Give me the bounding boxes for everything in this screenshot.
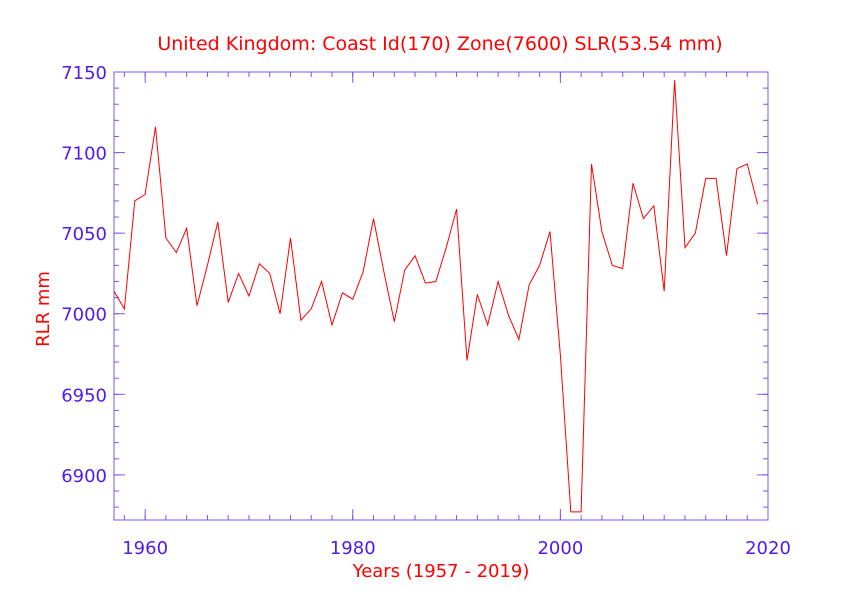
data-point bbox=[529, 284, 530, 285]
data-point bbox=[674, 80, 675, 81]
data-point bbox=[549, 231, 550, 232]
data-point bbox=[331, 324, 332, 325]
data-point bbox=[404, 270, 405, 271]
y-tick-label: 7000 bbox=[61, 305, 107, 326]
data-point bbox=[217, 221, 218, 222]
series-line bbox=[113, 80, 759, 513]
data-point bbox=[653, 205, 654, 206]
axis-tick-labels: 1960 1980 2000 2020 6900 6950 7000 7050 7100 7150 bbox=[61, 63, 791, 559]
data-point bbox=[456, 208, 457, 209]
y-tick-label: 6900 bbox=[61, 466, 107, 487]
data-point bbox=[705, 178, 706, 179]
data-point bbox=[632, 183, 633, 184]
data-point bbox=[414, 255, 415, 256]
x-tick-label: 2020 bbox=[745, 538, 791, 559]
data-point bbox=[134, 200, 135, 201]
data-point bbox=[363, 271, 364, 272]
data-point bbox=[238, 273, 239, 274]
data-point bbox=[498, 281, 499, 282]
data-point bbox=[145, 194, 146, 195]
plot-area: 1960 1980 2000 2020 6900 6950 7000 7050 7100 7150 bbox=[61, 63, 791, 559]
data-point bbox=[352, 299, 353, 300]
data-point bbox=[311, 308, 312, 309]
data-point bbox=[581, 511, 582, 512]
data-point bbox=[539, 265, 540, 266]
data-point bbox=[373, 218, 374, 219]
data-point bbox=[207, 265, 208, 266]
data-point bbox=[466, 360, 467, 361]
data-point bbox=[570, 511, 571, 512]
data-point bbox=[259, 263, 260, 264]
data-point bbox=[695, 233, 696, 234]
data-point bbox=[113, 291, 114, 292]
y-tick-label: 7150 bbox=[61, 63, 107, 84]
data-point bbox=[477, 294, 478, 295]
data-point bbox=[716, 178, 717, 179]
data-point bbox=[383, 271, 384, 272]
data-point bbox=[601, 231, 602, 232]
data-point bbox=[269, 273, 270, 274]
data-point bbox=[591, 163, 592, 164]
data-point bbox=[757, 204, 758, 205]
data-point bbox=[612, 265, 613, 266]
axis-ticks bbox=[114, 71, 769, 520]
data-point bbox=[643, 218, 644, 219]
y-tick-label: 7100 bbox=[61, 144, 107, 165]
data-point bbox=[290, 237, 291, 238]
data-point bbox=[196, 305, 197, 306]
data-point bbox=[425, 283, 426, 284]
data-point bbox=[560, 355, 561, 356]
data-point bbox=[435, 281, 436, 282]
y-tick-label: 6950 bbox=[61, 385, 107, 406]
x-tick-label: 1980 bbox=[330, 538, 376, 559]
data-point bbox=[300, 320, 301, 321]
x-axis-label: Years (1957 - 2019) bbox=[352, 561, 530, 582]
data-point bbox=[622, 268, 623, 269]
data-point bbox=[684, 247, 685, 248]
data-point bbox=[165, 237, 166, 238]
data-point bbox=[342, 292, 343, 293]
y-tick-label: 7050 bbox=[61, 224, 107, 245]
data-point bbox=[664, 291, 665, 292]
data-point bbox=[248, 295, 249, 296]
x-tick-label: 2000 bbox=[537, 538, 583, 559]
data-point bbox=[487, 324, 488, 325]
series-group bbox=[113, 80, 759, 513]
data-point bbox=[186, 228, 187, 229]
chart-title: United Kingdom: Coast Id(170) Zone(7600)… bbox=[157, 33, 722, 55]
plot-frame bbox=[113, 71, 769, 521]
data-point bbox=[280, 313, 281, 314]
data-point bbox=[508, 315, 509, 316]
data-point bbox=[726, 255, 727, 256]
data-point bbox=[747, 163, 748, 164]
data-point bbox=[228, 302, 229, 303]
y-axis-label: RLR mm bbox=[33, 271, 54, 347]
data-point bbox=[518, 339, 519, 340]
data-point bbox=[394, 321, 395, 322]
data-point bbox=[446, 247, 447, 248]
data-point bbox=[155, 126, 156, 127]
data-point bbox=[736, 168, 737, 169]
data-point bbox=[124, 308, 125, 309]
data-point bbox=[176, 252, 177, 253]
data-point bbox=[321, 281, 322, 282]
x-tick-label: 1960 bbox=[122, 538, 168, 559]
